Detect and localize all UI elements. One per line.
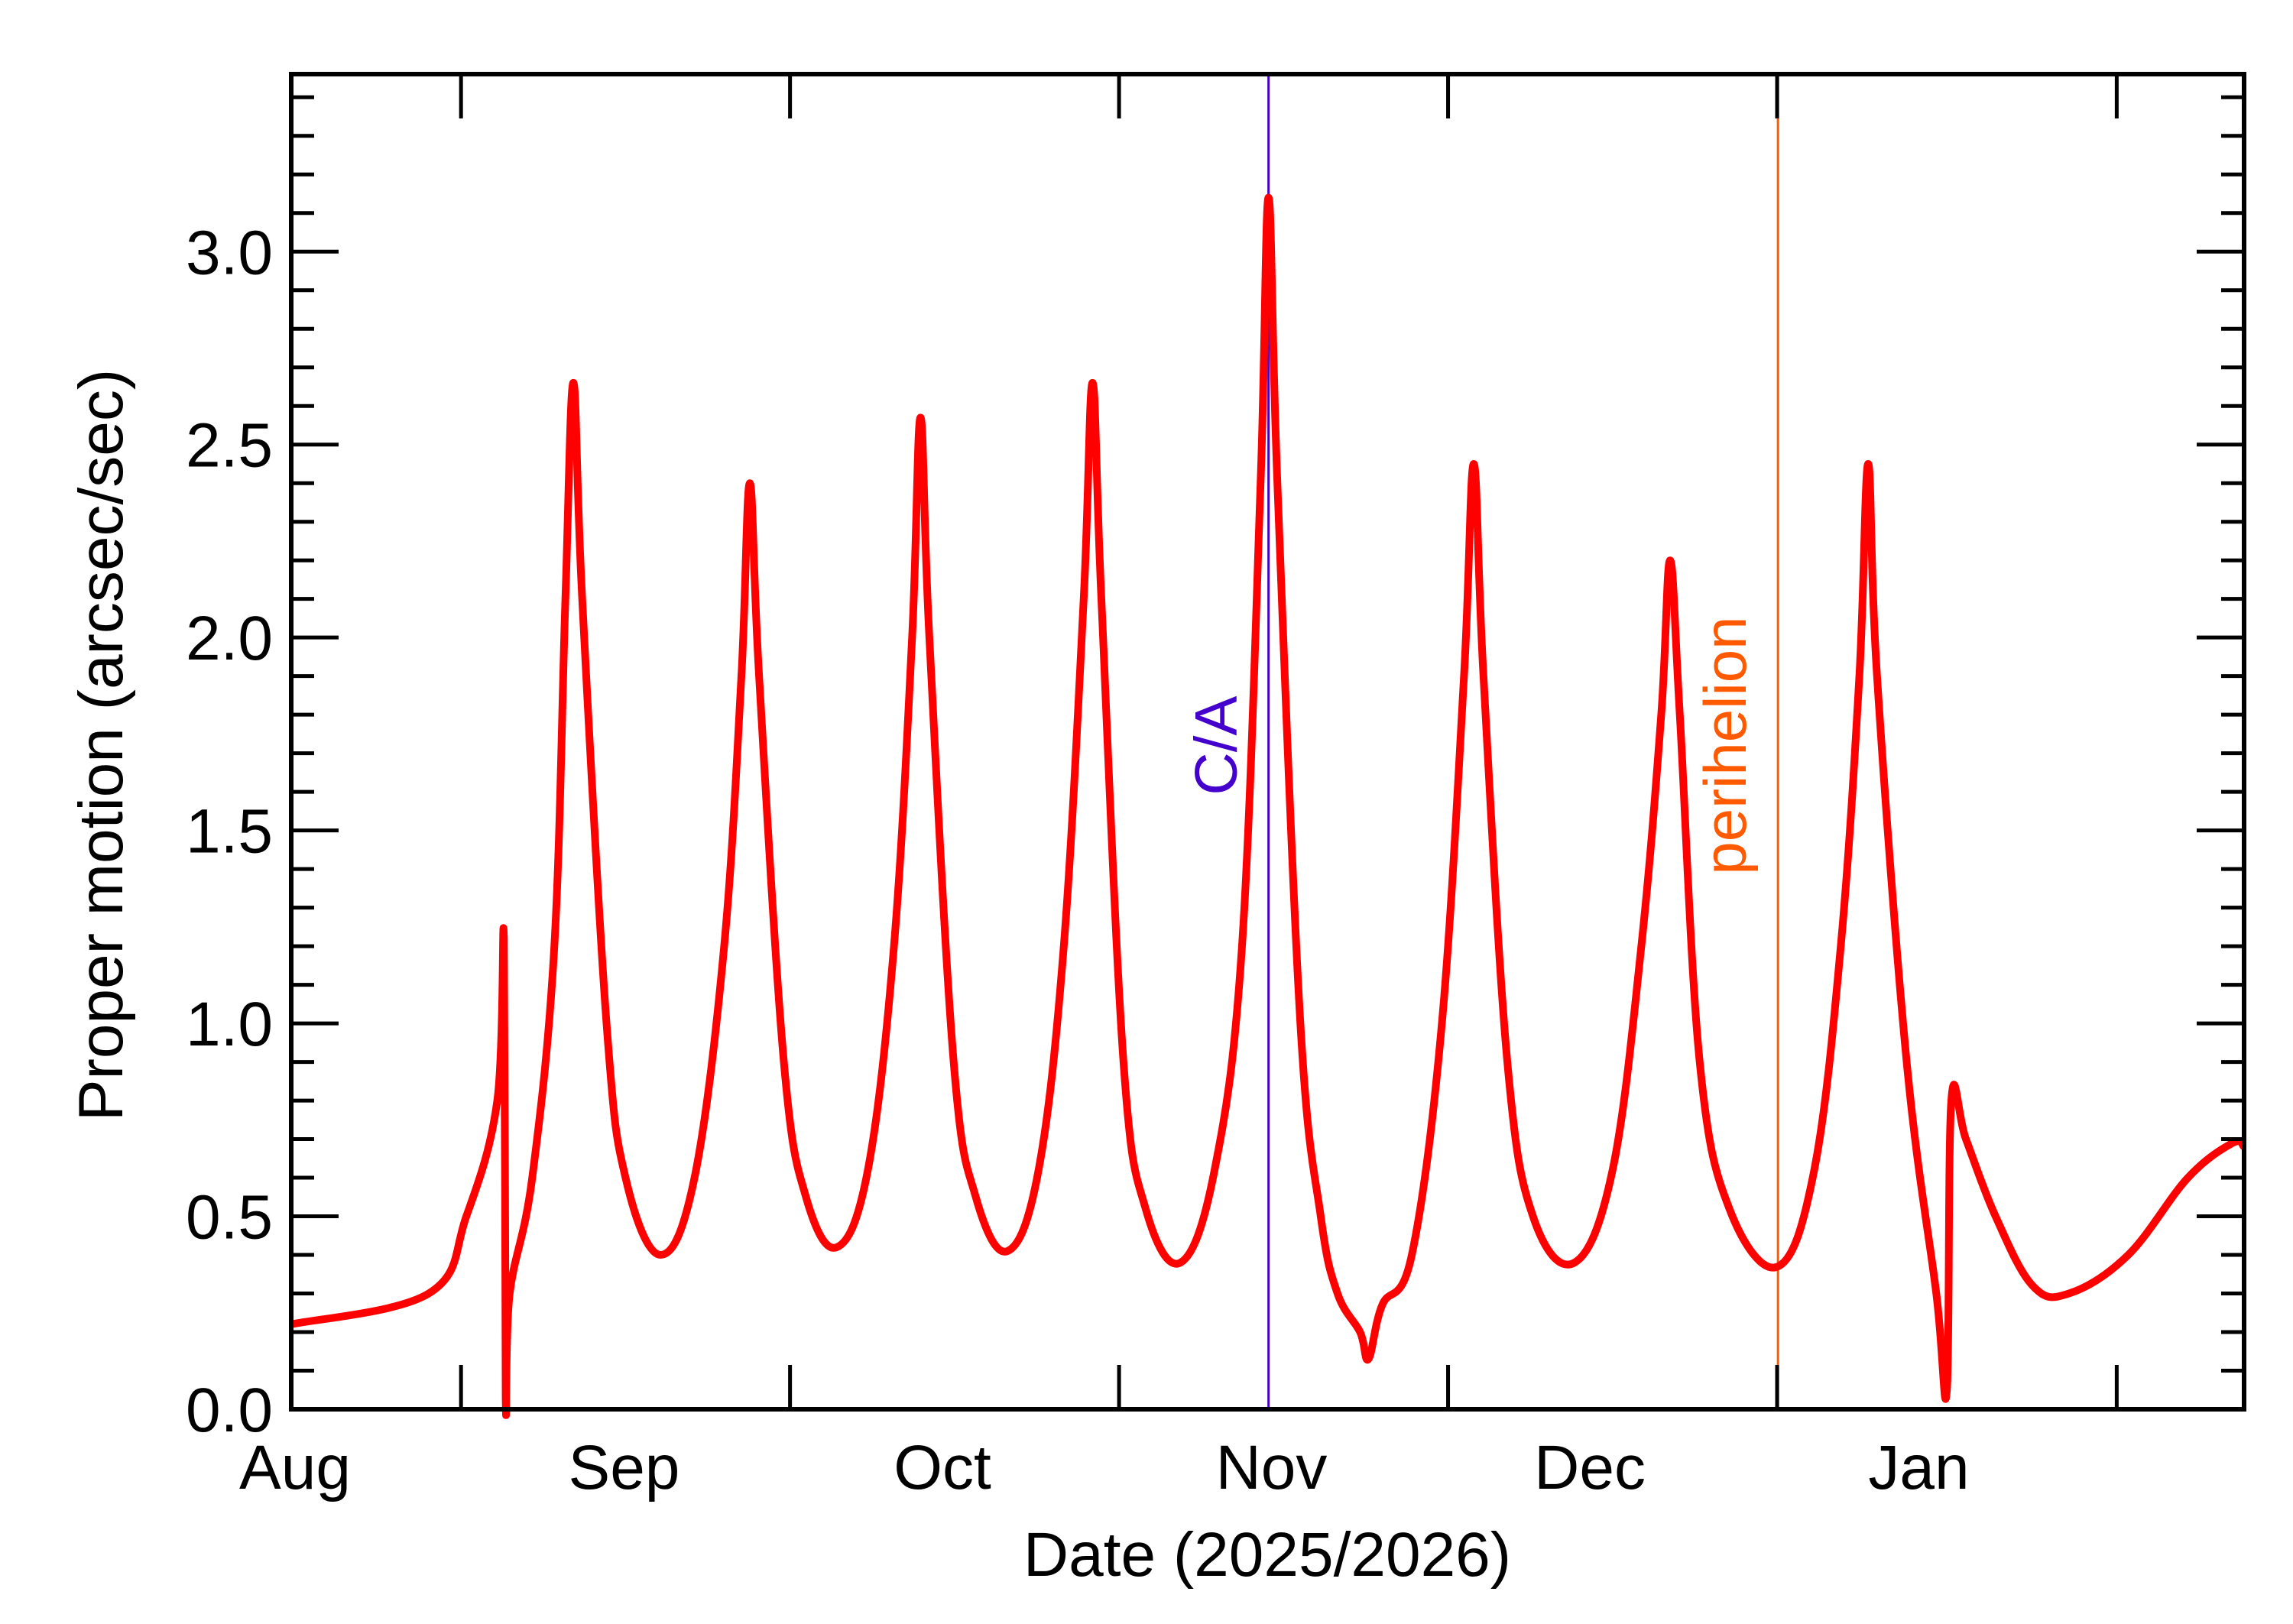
x-tick-label: Nov — [1216, 1433, 1328, 1502]
x-tick-label: Oct — [894, 1433, 991, 1502]
y-tick-label: 2.0 — [186, 604, 273, 673]
annotation-label: C/A — [1182, 696, 1250, 796]
x-tick-label: Dec — [1534, 1433, 1646, 1502]
y-tick-label: 3.0 — [186, 218, 273, 287]
x-tick-label: Jan — [1868, 1433, 1969, 1502]
plot-frame — [289, 72, 2246, 1412]
y-axis-title: Proper motion (arcsec/sec) — [66, 369, 136, 1121]
y-tick-label: 0.5 — [186, 1183, 273, 1253]
x-tick-label: Sep — [569, 1433, 680, 1502]
annotation-label: perihelion — [1691, 616, 1759, 874]
y-tick-label: 2.5 — [186, 411, 273, 481]
series-line — [290, 193, 2247, 1419]
y-tick-label: 1.0 — [186, 990, 273, 1059]
x-axis-title: Date (2025/2026) — [1023, 1520, 1511, 1590]
y-tick-label: 1.5 — [186, 797, 273, 867]
y-tick-label: 0.0 — [186, 1376, 273, 1445]
x-tick-label: Aug — [239, 1433, 351, 1502]
